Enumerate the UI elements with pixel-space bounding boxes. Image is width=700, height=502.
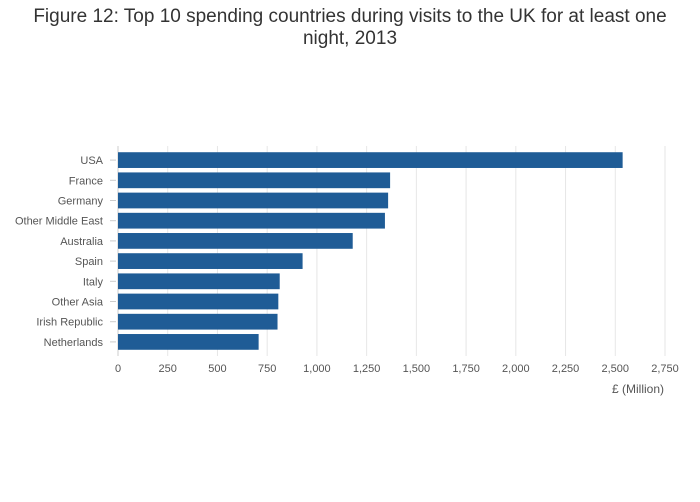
x-axis-title: £ (Million) [612,382,664,396]
x-tick-label: 1,250 [353,363,381,375]
category-label: Germany [58,196,104,208]
category-label: Netherlands [44,337,104,349]
x-tick-label: 2,250 [552,363,580,375]
bars [118,152,623,350]
x-tick-label: 0 [115,363,121,375]
category-label: Italy [83,276,104,288]
bar-usa[interactable] [118,152,623,168]
bar-australia[interactable] [118,233,353,249]
category-label: Irish Republic [36,317,103,329]
bar-other-middle-east[interactable] [118,212,385,229]
x-tick-label: 1,750 [452,363,480,375]
chart-title: Figure 12: Top 10 spending countries dur… [33,6,667,49]
category-label: Other Middle East [15,216,103,228]
bar-irish-republic[interactable] [118,313,278,330]
category-label: Australia [60,236,104,248]
bar-other-asia[interactable] [118,293,279,310]
category-label: France [69,175,103,187]
bar-france[interactable] [118,172,391,189]
bar-italy[interactable] [118,273,280,290]
category-label: Spain [75,256,103,268]
x-tick-label: 500 [208,363,226,375]
bar-spain[interactable] [118,253,303,269]
category-label: USA [80,155,103,167]
x-tick-labels: 0 250 500 750 1,000 1,250 1,500 1,750 2,000 2,250… [115,363,679,375]
category-label: Other Asia [52,297,104,309]
bar-netherlands[interactable] [118,334,259,350]
x-tick-label: 2,750 [651,363,679,375]
x-tick-label: 1,500 [403,363,431,375]
x-tick-label: 2,000 [502,363,530,375]
x-tick-label: 1,000 [303,363,331,375]
x-tick-label: 750 [258,363,276,375]
x-tick-label: 250 [159,363,177,375]
bar-germany[interactable] [118,192,389,209]
category-labels: USA France Germany Other Middle East Austral… [15,155,104,349]
x-tick-label: 2,500 [602,363,630,375]
